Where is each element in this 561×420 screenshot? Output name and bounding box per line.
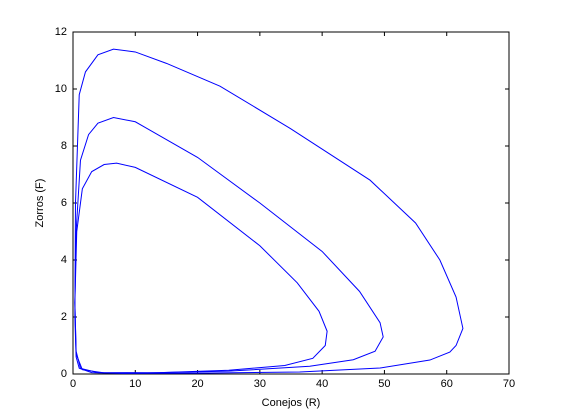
x-tick-label: 30 [254,378,266,390]
y-tick-label: 2 [61,311,67,323]
y-tick-label: 4 [61,254,67,266]
x-tick-label: 20 [191,378,203,390]
x-tick-label: 40 [316,378,328,390]
plot-area [72,31,510,375]
x-tick-label: 60 [441,378,453,390]
curve [74,48,464,374]
curve [74,162,328,374]
y-tick-label: 6 [61,197,67,209]
x-tick-label: 50 [378,378,390,390]
x-tick-label: 10 [129,378,141,390]
y-tick-label: 0 [61,368,67,380]
y-tick-label: 12 [55,26,67,38]
x-tick-label: 0 [70,378,76,390]
y-tick-label: 8 [61,140,67,152]
y-tick-label: 10 [55,83,67,95]
x-tick-label: 70 [503,378,515,390]
x-axis-label: Conejos (R) [262,397,321,409]
y-axis-label: Zorros (F) [34,179,46,228]
